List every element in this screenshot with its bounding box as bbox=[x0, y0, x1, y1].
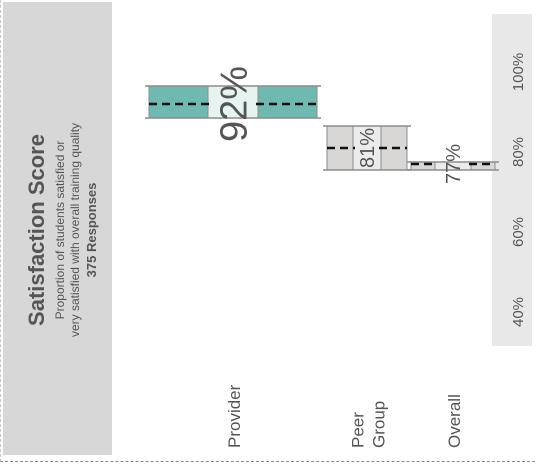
value-label-band bbox=[353, 126, 381, 170]
boxes-layer: 92% 81% 77% bbox=[145, 66, 499, 184]
value-label: 81% bbox=[357, 128, 379, 168]
box-left bbox=[148, 85, 209, 119]
chart-subtitle-line1: Proportion of students satisfied or bbox=[53, 141, 67, 320]
chart-subtitle-line2: very satisfied with overall training qua… bbox=[68, 123, 82, 337]
category-label: Provider bbox=[225, 384, 244, 448]
value-label: 92% bbox=[214, 66, 256, 142]
category-label: Peer bbox=[349, 412, 368, 448]
axis-tick-label: 40% bbox=[510, 297, 527, 327]
axis-tick-label: 100% bbox=[510, 53, 527, 91]
axis-strip bbox=[492, 14, 532, 346]
box-right bbox=[257, 85, 318, 119]
category-label: Group bbox=[370, 401, 389, 448]
category-label: Overall bbox=[445, 394, 464, 448]
title-panel bbox=[3, 2, 112, 455]
value-label: 77% bbox=[443, 144, 465, 184]
value-label-band bbox=[208, 86, 258, 118]
axis-tick-label: 80% bbox=[510, 137, 527, 167]
chart-title: Satisfaction Score bbox=[24, 134, 49, 326]
response-count: 375 Responses bbox=[84, 183, 99, 278]
category-labels: Provider Peer Group Overall bbox=[225, 384, 464, 448]
bands-layer bbox=[208, 86, 471, 170]
value-label-band bbox=[435, 162, 471, 170]
tick-labels: 40% 60% 80% 100% bbox=[510, 53, 527, 327]
axis-tick-label: 60% bbox=[510, 217, 527, 247]
